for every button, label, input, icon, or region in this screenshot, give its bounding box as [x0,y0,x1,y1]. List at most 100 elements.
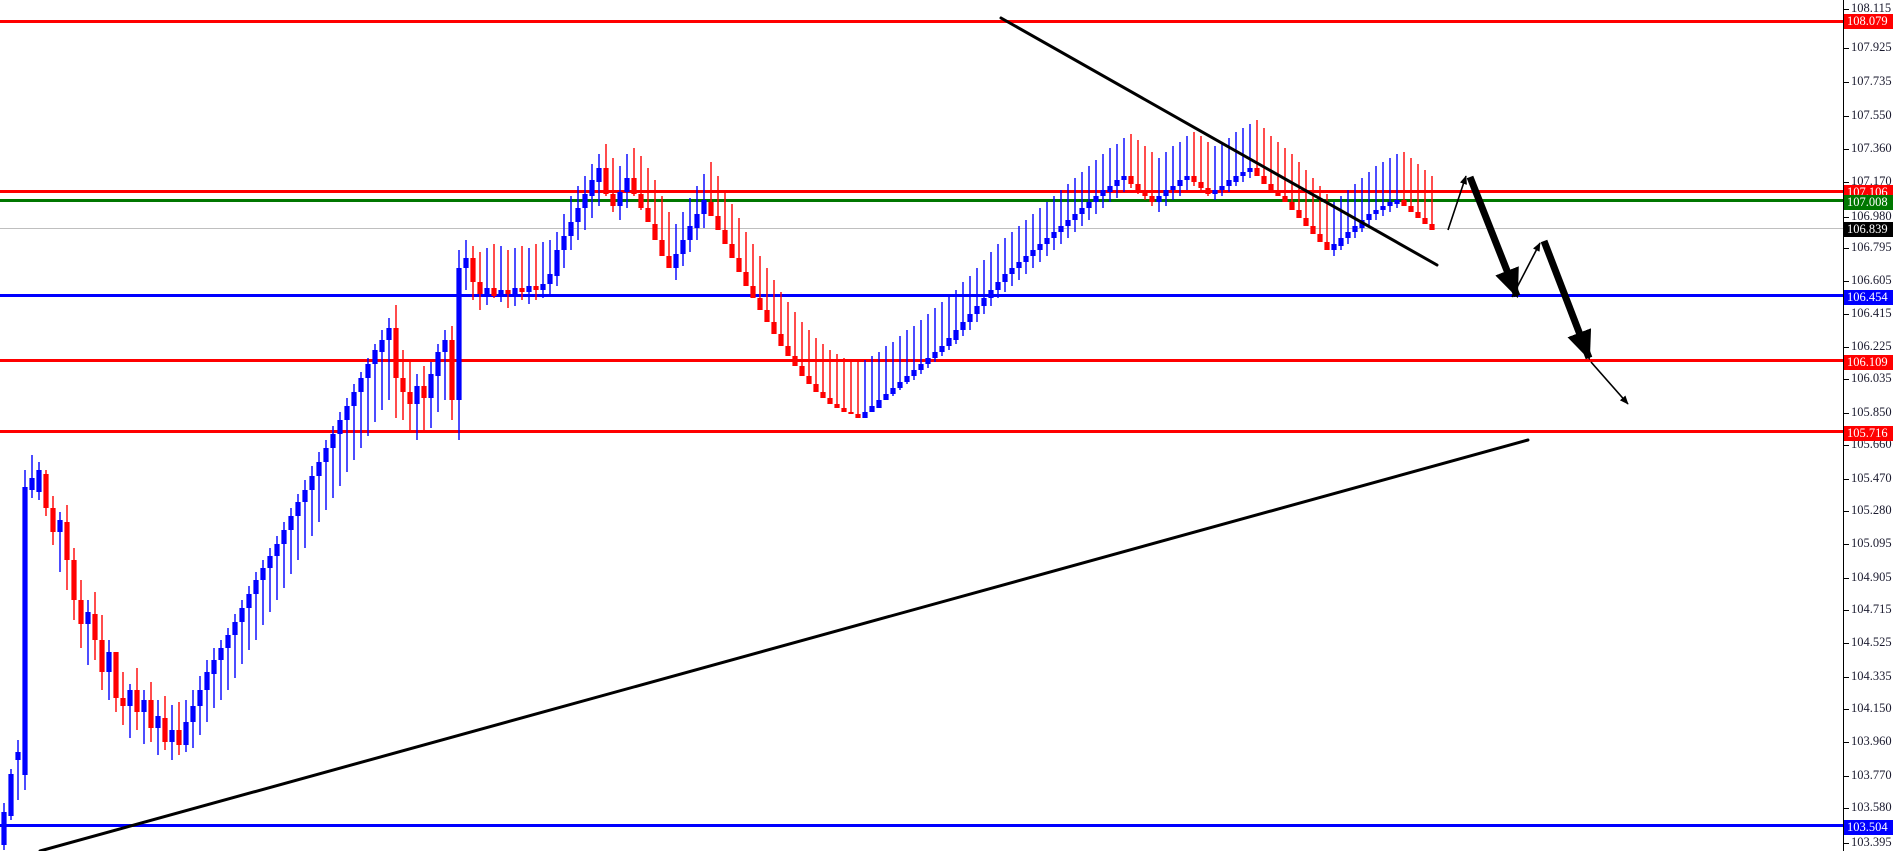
candle [1282,148,1288,202]
candle [1254,120,1260,176]
axis-tick [1843,413,1849,414]
candle [1009,232,1015,286]
candle [995,244,1001,298]
axis-tick-label: 106.980 [1851,209,1892,223]
chart-plot-area[interactable] [0,0,1843,851]
ascending-support-trendline[interactable] [38,438,1530,851]
candle [183,700,189,752]
candle [1219,142,1225,196]
candle [890,342,896,396]
candle [1387,158,1393,212]
price-badge-107008[interactable]: 107.008 [1844,195,1893,210]
forecast-arrow-up-2[interactable] [1511,242,1541,298]
candle [519,246,525,300]
candle [1114,144,1120,198]
price-badge-108079[interactable]: 108.079 [1844,14,1893,29]
descending-resistance-trendline[interactable] [999,16,1439,267]
candle [64,505,70,590]
candle [1394,154,1400,208]
axis-tick [1843,578,1849,579]
candle [932,308,938,362]
candle [477,252,483,310]
candle [1415,164,1421,218]
level-line-107106[interactable] [0,190,1843,193]
level-line-106839[interactable] [0,228,1843,229]
candle [78,580,84,648]
level-line-103504[interactable] [0,824,1843,827]
candle [764,268,770,322]
candle [750,244,756,298]
candle [1303,170,1309,226]
candle [771,280,777,334]
axis-tick-label: 106.605 [1851,273,1892,287]
axis-tick [1843,116,1849,117]
price-badge-106109[interactable]: 106.109 [1844,355,1893,370]
candle [211,648,217,708]
drawing-tools-layer[interactable] [0,0,1843,851]
forecast-arrow-down-1[interactable] [1466,175,1521,299]
candle [1142,146,1148,200]
price-badge-106839[interactable]: 106.839 [1844,222,1893,237]
candle [687,198,693,252]
candle [1296,162,1302,218]
axis-tick-label: 104.335 [1851,669,1892,683]
candle [316,452,322,522]
candle [582,176,588,230]
candle [197,676,203,735]
candle [904,330,910,384]
price-badge-105716[interactable]: 105.716 [1844,426,1893,441]
candle [1422,170,1428,224]
candle [365,358,371,436]
candle [15,740,21,800]
candle [1429,176,1435,230]
forecast-arrow-up-1[interactable] [1447,175,1467,231]
candle [540,242,546,298]
candle [330,426,336,498]
candle [1352,184,1358,238]
level-line-106454[interactable] [0,294,1843,297]
candle [22,470,28,790]
candle [638,156,644,210]
forecast-tail-3[interactable] [1590,361,1629,405]
candle [1191,132,1197,186]
candle [1345,190,1351,244]
candle [400,350,406,420]
candle [715,176,721,230]
candle [799,322,805,376]
candle [50,496,56,545]
candle [617,166,623,220]
candle [1275,142,1281,196]
axis-tick-label: 103.395 [1851,835,1892,849]
candle [610,158,616,212]
axis-spine [1843,0,1844,851]
candle [148,682,154,742]
axis-tick [1843,808,1849,809]
candle [1205,142,1211,196]
candle [1289,154,1295,210]
candle [939,302,945,356]
candle [190,690,196,748]
candle [946,296,952,350]
level-line-108079[interactable] [0,20,1843,23]
candle [337,412,343,486]
candle [302,480,308,548]
price-axis[interactable]: 108.115 107.925 107.735 107.550 107.360 107.1… [1843,0,1895,851]
candle [442,330,448,400]
level-line-105716[interactable] [0,430,1843,433]
level-line-107008[interactable] [0,199,1843,202]
candle [1058,190,1064,244]
price-badge-103504[interactable]: 103.504 [1844,820,1893,835]
candle [631,148,637,196]
candle [680,212,686,266]
candle [463,240,469,290]
axis-tick [1843,149,1849,150]
candle [1408,158,1414,212]
candle [568,196,574,250]
axis-tick [1843,677,1849,678]
axis-tick-label: 104.715 [1851,602,1892,616]
candle [414,374,420,440]
forecast-arrow-down-2[interactable] [1540,239,1593,361]
candle [267,548,273,612]
price-badge-106454[interactable]: 106.454 [1844,290,1893,305]
candle [1037,208,1043,262]
